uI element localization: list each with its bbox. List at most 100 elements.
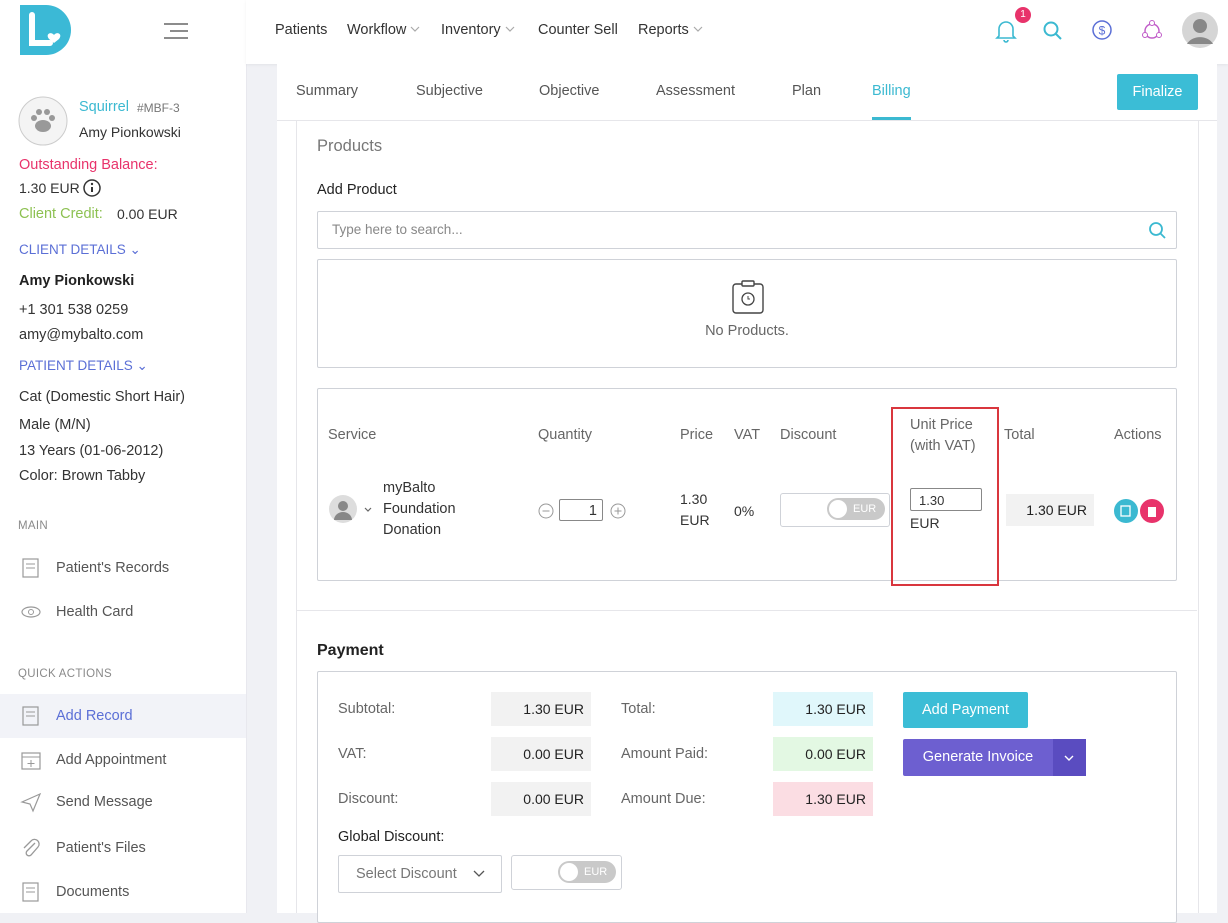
discount-select[interactable]: Select Discount — [338, 855, 502, 893]
amount-paid-label: Amount Paid: — [621, 746, 709, 762]
subtotal-label: Subtotal: — [338, 701, 396, 717]
nav-item[interactable]: Counter Sell — [538, 21, 618, 39]
tab[interactable]: Objective — [539, 83, 600, 99]
tab[interactable]: Summary — [296, 83, 359, 99]
nav-label[interactable]: Reports — [638, 22, 689, 38]
menu-item[interactable]: Patient's Records — [56, 560, 170, 576]
tab[interactable]: Assessment — [656, 83, 735, 99]
balance-label: Outstanding Balance: — [19, 157, 158, 173]
menu-item[interactable]: Add Record — [56, 708, 133, 724]
column-header: Price — [680, 427, 714, 443]
patient-detail: 13 Years (01-06-2012) — [19, 443, 164, 459]
menu-icon — [22, 558, 39, 578]
menu-item[interactable]: Documents — [56, 884, 130, 900]
notifications-icon[interactable] — [994, 18, 1018, 44]
payment-title: Payment — [317, 642, 384, 659]
global-discount-label: Global Discount: — [338, 829, 445, 845]
nav-caret — [693, 26, 703, 32]
main-section-title: MAIN — [18, 520, 48, 532]
products-title: Products — [317, 137, 383, 155]
menu-item[interactable]: Health Card — [56, 604, 134, 620]
nav-label[interactable]: Patients — [275, 22, 328, 38]
menu-toggle[interactable] — [162, 22, 190, 40]
nav-item[interactable]: Workflow — [347, 21, 423, 39]
global-discount-toggle[interactable]: EUR — [511, 855, 622, 890]
patient-id: #MBF-3 — [137, 101, 180, 115]
client-details-text[interactable]: CLIENT DETAILS — [19, 242, 126, 257]
vat-value: 0.00 EUR — [491, 737, 591, 771]
patient-details-title[interactable]: PATIENT DETAILS ⌄ — [19, 358, 148, 373]
column-header: Quantity — [538, 427, 592, 443]
nav-item[interactable]: Reports — [638, 21, 706, 39]
search-placeholder: Type here to search... — [332, 222, 463, 237]
menu-icon — [23, 838, 40, 857]
client-details-title[interactable]: CLIENT DETAILS ⌄ — [19, 242, 141, 257]
vat-label: VAT: — [338, 746, 367, 762]
generate-invoice-button[interactable]: Generate Invoice — [903, 739, 1053, 776]
quick-actions-title: QUICK ACTIONS — [18, 668, 112, 680]
patient-avatar — [18, 96, 68, 146]
column-header: Service — [328, 427, 377, 443]
service-price: 1.30 EUR — [680, 491, 710, 528]
tab[interactable]: Billing — [872, 83, 911, 99]
nav-item[interactable]: Patients — [275, 21, 327, 39]
menu-item[interactable]: Add Appointment — [56, 752, 167, 768]
network-icon[interactable] — [1140, 19, 1164, 43]
search-icon[interactable] — [1042, 20, 1064, 42]
sidebar: Squirrel #MBF-3 Amy Pionkowski Outstandi… — [0, 0, 247, 913]
select-placeholder: Select Discount — [356, 866, 457, 882]
service-total: 1.30 EUR — [1006, 494, 1094, 526]
logo[interactable] — [20, 5, 72, 55]
menu-item[interactable]: Send Message — [56, 794, 153, 810]
highlight-box — [891, 407, 999, 586]
owner-name: Amy Pionkowski — [79, 124, 181, 140]
quantity-increase[interactable] — [610, 503, 626, 519]
discount-toggle[interactable]: EUR — [780, 493, 890, 527]
menu-icon — [20, 792, 42, 813]
finalize-button[interactable]: Finalize — [1117, 74, 1198, 110]
patient-detail: Color: Brown Tabby — [19, 468, 146, 484]
toggle-unit: EUR — [584, 866, 608, 878]
toggle-track: EUR — [827, 498, 885, 520]
unit-price-input[interactable]: 1.30 — [910, 488, 982, 511]
menu-highlight — [0, 694, 246, 738]
add-payment-button[interactable]: Add Payment — [903, 692, 1028, 728]
column-header: Total — [1004, 427, 1035, 443]
client-phone: +1 301 538 0259 — [19, 302, 129, 318]
billing-icon[interactable]: $ — [1091, 19, 1113, 41]
edit-button[interactable] — [1114, 499, 1138, 523]
user-avatar[interactable] — [1181, 11, 1219, 49]
total-value: 1.30 EUR — [773, 692, 873, 726]
unit-price-currency: EUR — [910, 515, 940, 531]
billing-card — [296, 121, 1199, 913]
patient-detail: Male (M/N) — [19, 417, 91, 433]
amount-due-label: Amount Due: — [621, 791, 706, 807]
column-header: Actions — [1114, 427, 1162, 443]
amount-paid-value: 0.00 EUR — [773, 737, 873, 771]
menu-icon — [22, 882, 39, 902]
info-icon[interactable] — [82, 178, 102, 198]
select-arrow — [473, 870, 485, 877]
row-actions — [1114, 499, 1164, 523]
quantity-decrease[interactable] — [538, 503, 554, 519]
patient-name[interactable]: Squirrel — [79, 99, 129, 115]
product-search[interactable]: Type here to search... — [317, 211, 1177, 249]
amount-due-value: 1.30 EUR — [773, 782, 873, 816]
patient-details-text[interactable]: PATIENT DETAILS — [19, 358, 133, 373]
service-avatar[interactable] — [328, 494, 378, 526]
quantity-input[interactable]: 1 — [559, 499, 603, 521]
nav-item[interactable]: Inventory — [441, 21, 518, 39]
nav-label[interactable]: Counter Sell — [538, 22, 618, 38]
nav-label[interactable]: Workflow — [347, 22, 407, 38]
toggle-unit: EUR — [853, 503, 877, 515]
menu-item[interactable]: Patient's Files — [56, 840, 146, 856]
invoice-dropdown[interactable] — [1053, 739, 1086, 776]
column-header: Unit Price (with VAT) — [910, 417, 976, 454]
credit-value: 0.00 EUR — [117, 206, 178, 222]
search-button[interactable] — [1148, 221, 1168, 241]
tab[interactable]: Subjective — [416, 83, 483, 99]
nav-label[interactable]: Inventory — [441, 22, 501, 38]
tab[interactable]: Plan — [792, 83, 822, 99]
column-header: Discount — [780, 427, 837, 443]
